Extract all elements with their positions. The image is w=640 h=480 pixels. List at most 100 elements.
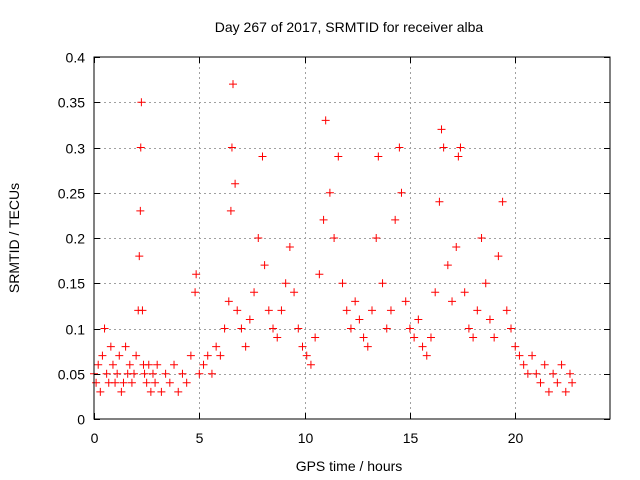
- data-point: [119, 378, 128, 387]
- data-point: [418, 342, 427, 351]
- x-tick-label: 10: [298, 430, 314, 446]
- data-point: [437, 125, 446, 134]
- data-point: [306, 360, 315, 369]
- y-tick-label: 0.05: [58, 367, 85, 383]
- data-point: [207, 369, 216, 378]
- data-point: [368, 306, 377, 315]
- data-point: [115, 351, 124, 360]
- data-point: [121, 342, 130, 351]
- chart-title: Day 267 of 2017, SRMTID for receiver alb…: [215, 19, 484, 35]
- data-point: [561, 387, 570, 396]
- data-point: [138, 306, 147, 315]
- data-point: [528, 351, 537, 360]
- data-point: [146, 387, 155, 396]
- data-point: [192, 270, 201, 279]
- data-point: [132, 351, 141, 360]
- data-point: [269, 324, 278, 333]
- data-point: [153, 360, 162, 369]
- data-point: [494, 252, 503, 261]
- data-point: [490, 333, 499, 342]
- data-point: [454, 152, 463, 161]
- data-point: [351, 297, 360, 306]
- data-point: [302, 351, 311, 360]
- x-axis-label: GPS time / hours: [296, 458, 403, 474]
- data-point: [477, 234, 486, 242]
- data-point: [127, 378, 136, 387]
- data-point: [258, 152, 267, 161]
- data-point: [178, 369, 187, 378]
- data-point: [220, 324, 229, 333]
- data-point: [397, 188, 406, 197]
- data-point: [460, 288, 469, 297]
- data-point: [315, 270, 324, 279]
- data-point: [481, 279, 490, 288]
- data-point: [199, 360, 208, 369]
- data-point: [96, 387, 105, 396]
- data-point: [130, 369, 139, 378]
- data-point: [378, 279, 387, 288]
- data-point: [426, 333, 435, 342]
- data-point: [142, 378, 151, 387]
- data-point: [264, 306, 273, 315]
- data-point: [439, 143, 448, 152]
- data-point: [359, 333, 368, 342]
- x-tick-label: 20: [508, 430, 524, 446]
- data-point: [319, 215, 328, 224]
- data-point: [245, 315, 254, 324]
- data-point: [203, 351, 212, 360]
- data-point: [111, 378, 120, 387]
- y-tick-label: 0.15: [58, 276, 85, 292]
- data-point: [532, 369, 541, 378]
- y-tick-label: 0.3: [66, 141, 86, 157]
- data-point: [102, 369, 111, 378]
- data-point: [473, 306, 482, 315]
- data-point: [94, 360, 103, 369]
- data-point: [117, 387, 126, 396]
- data-point: [92, 378, 101, 387]
- data-point: [523, 369, 532, 378]
- scatter-points: [90, 80, 577, 396]
- y-axis-label: SRMTID / TECUs: [6, 183, 22, 293]
- y-tick-label: 0.4: [66, 50, 86, 66]
- y-tick-label: 0.1: [66, 322, 86, 338]
- data-point: [435, 197, 444, 206]
- axis-ticks: 0 0.05 0.1 0.15 0.2 0.25 0.3 0.35 0.4 0 5 10 15 20: [58, 50, 610, 446]
- data-point: [374, 152, 383, 161]
- data-point: [191, 288, 200, 297]
- data-point: [137, 98, 146, 107]
- data-point: [540, 360, 549, 369]
- data-point: [298, 342, 307, 351]
- data-point: [170, 360, 179, 369]
- data-point: [553, 378, 562, 387]
- data-point: [212, 342, 221, 351]
- data-point: [431, 288, 440, 297]
- y-tick-label: 0.2: [66, 231, 86, 247]
- data-point: [355, 315, 364, 324]
- data-point: [233, 306, 242, 315]
- data-point: [237, 324, 246, 333]
- data-point: [273, 333, 282, 342]
- data-point: [106, 342, 115, 351]
- data-point: [285, 243, 294, 252]
- data-point: [227, 143, 236, 152]
- data-point: [281, 279, 290, 288]
- data-point: [216, 351, 225, 360]
- data-point: [346, 324, 355, 333]
- data-point: [557, 360, 566, 369]
- data-point: [186, 351, 195, 360]
- data-point: [140, 369, 149, 378]
- data-point: [363, 342, 372, 351]
- data-point: [391, 215, 400, 224]
- data-point: [125, 360, 134, 369]
- data-point: [241, 342, 250, 351]
- data-point: [342, 306, 351, 315]
- data-point: [498, 197, 507, 206]
- data-point: [229, 80, 238, 89]
- data-point: [311, 333, 320, 342]
- data-point: [151, 378, 160, 387]
- data-point: [422, 351, 431, 360]
- data-point: [568, 378, 577, 387]
- data-point: [338, 279, 347, 288]
- data-point: [565, 369, 574, 378]
